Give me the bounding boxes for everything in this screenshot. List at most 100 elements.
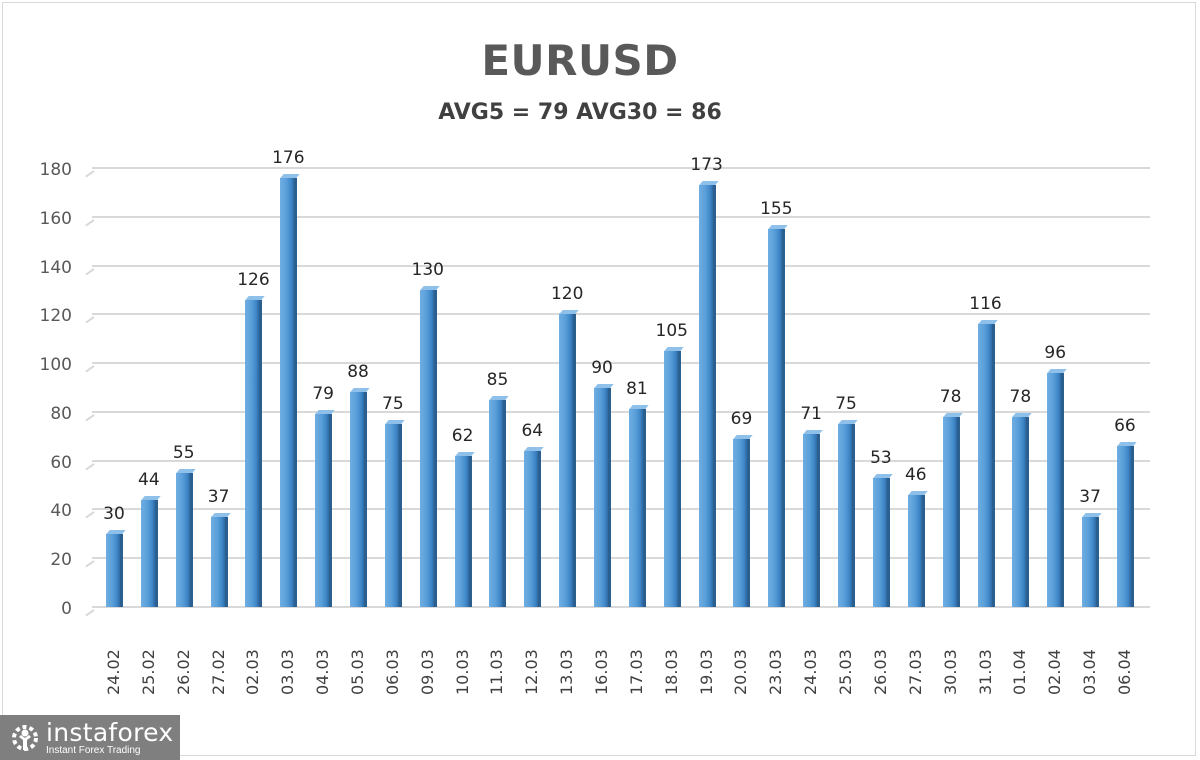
x-tick-label: 01.04: [1010, 649, 1030, 695]
x-tick-label: 20.03: [731, 649, 751, 695]
x-tick-label: 12.03: [522, 649, 542, 695]
x-tick-label: 05.03: [348, 649, 368, 695]
bar: [698, 185, 716, 607]
bar-value-label: 62: [451, 425, 474, 446]
x-tick-label: 10.03: [452, 649, 472, 695]
x-tick-label: 02.04: [1045, 649, 1065, 695]
gridline-depth: [85, 414, 95, 422]
gridline: [92, 313, 1150, 316]
x-tick-label: 16.03: [592, 649, 612, 695]
bar: [419, 289, 437, 607]
gridline: [92, 264, 1150, 267]
y-tick-label: 100: [39, 355, 72, 376]
x-tick-label: 30.03: [940, 649, 960, 695]
bar: [1047, 372, 1065, 607]
bar-value-label: 155: [760, 198, 793, 219]
bar-value-label: 81: [626, 379, 648, 400]
x-tick-label: 27.03: [905, 649, 925, 695]
gridline-depth: [85, 560, 95, 568]
instaforex-logo: instaforex Instant Forex Trading: [0, 715, 180, 760]
bar-value-label: 90: [591, 357, 613, 378]
gridline: [92, 167, 1150, 169]
x-tick-label: 09.03: [417, 649, 437, 695]
gridline-depth: [85, 316, 95, 324]
bar: [559, 314, 577, 607]
bar: [872, 477, 890, 607]
x-tick-label: 24.03: [801, 649, 821, 695]
bar: [245, 299, 263, 607]
x-tick-label: 17.03: [626, 649, 646, 695]
bar-value-label: 176: [272, 147, 305, 168]
gridline: [92, 362, 1150, 365]
bar-value-label: 64: [521, 420, 544, 441]
bar-value-label: 30: [103, 503, 125, 524]
gridline-depth: [85, 170, 95, 178]
bar-value-label: 55: [172, 442, 195, 463]
bar-value-label: 105: [655, 320, 688, 341]
bar-value-label: 37: [207, 486, 230, 507]
x-tick-label: 25.03: [836, 649, 856, 695]
bar: [838, 424, 856, 607]
bar: [454, 455, 472, 607]
gridline-depth: [85, 609, 95, 617]
bar-value-label: 79: [312, 384, 334, 405]
bar-value-label: 44: [138, 469, 160, 490]
x-tick-label: 25.02: [138, 649, 158, 695]
bar-value-label: 46: [904, 464, 927, 485]
bar: [1082, 516, 1100, 607]
bar: [942, 416, 960, 607]
x-tick-label: 23.03: [766, 649, 786, 695]
bar-value-label: 78: [1009, 386, 1032, 407]
bar: [175, 472, 193, 607]
gridline: [92, 410, 1150, 413]
logo-name: instaforex: [46, 717, 174, 747]
y-tick-label: 180: [39, 160, 72, 180]
bar-value-label: 75: [835, 394, 857, 415]
gridline: [92, 606, 1150, 608]
bar-value-label: 75: [382, 394, 404, 415]
y-tick-label: 120: [39, 306, 72, 327]
bar: [594, 387, 612, 607]
gridline-depth: [85, 365, 95, 373]
bar: [106, 533, 123, 607]
gridline-depth: [85, 462, 95, 471]
bar-value-label: 130: [411, 259, 444, 280]
bar-value-label: 71: [800, 403, 822, 424]
y-tick-label: 40: [50, 501, 72, 522]
x-tick-label: 24.02: [104, 649, 123, 695]
y-tick-label: 0: [61, 599, 72, 619]
x-tick-label: 02.03: [243, 649, 263, 695]
bar: [524, 450, 542, 607]
y-tick-label: 160: [39, 208, 72, 229]
chart-title: EURUSD: [481, 36, 679, 85]
bar: [384, 424, 402, 607]
bar-value-label: 88: [347, 362, 369, 383]
gridline-depth: [85, 218, 95, 227]
bar: [907, 494, 925, 607]
bar-value-label: 120: [550, 284, 584, 305]
bar: [977, 324, 995, 607]
x-tick-label: 18.03: [661, 649, 681, 695]
bar: [1116, 446, 1134, 607]
bar: [803, 433, 821, 607]
bar: [350, 392, 368, 607]
bar-value-label: 173: [690, 155, 723, 176]
logo-tagline: Instant Forex Trading: [46, 744, 141, 756]
y-tick-label: 140: [39, 257, 72, 278]
bar: [280, 177, 298, 607]
x-tick-label: 13.03: [557, 649, 577, 695]
gridline: [92, 557, 1150, 560]
bar-value-label: 78: [939, 386, 962, 407]
gridline: [92, 459, 1150, 462]
bar: [1012, 416, 1030, 607]
x-tick-label: 03.04: [1080, 649, 1100, 695]
x-tick-label: 03.03: [278, 649, 298, 695]
bar-value-label: 66: [1114, 416, 1136, 437]
gridline-depth: [85, 267, 95, 276]
bar: [628, 409, 646, 607]
x-tick-label: 26.03: [870, 649, 890, 695]
bar: [489, 399, 507, 607]
bar-value-label: 85: [486, 369, 509, 390]
bar-value-label: 53: [870, 447, 892, 468]
